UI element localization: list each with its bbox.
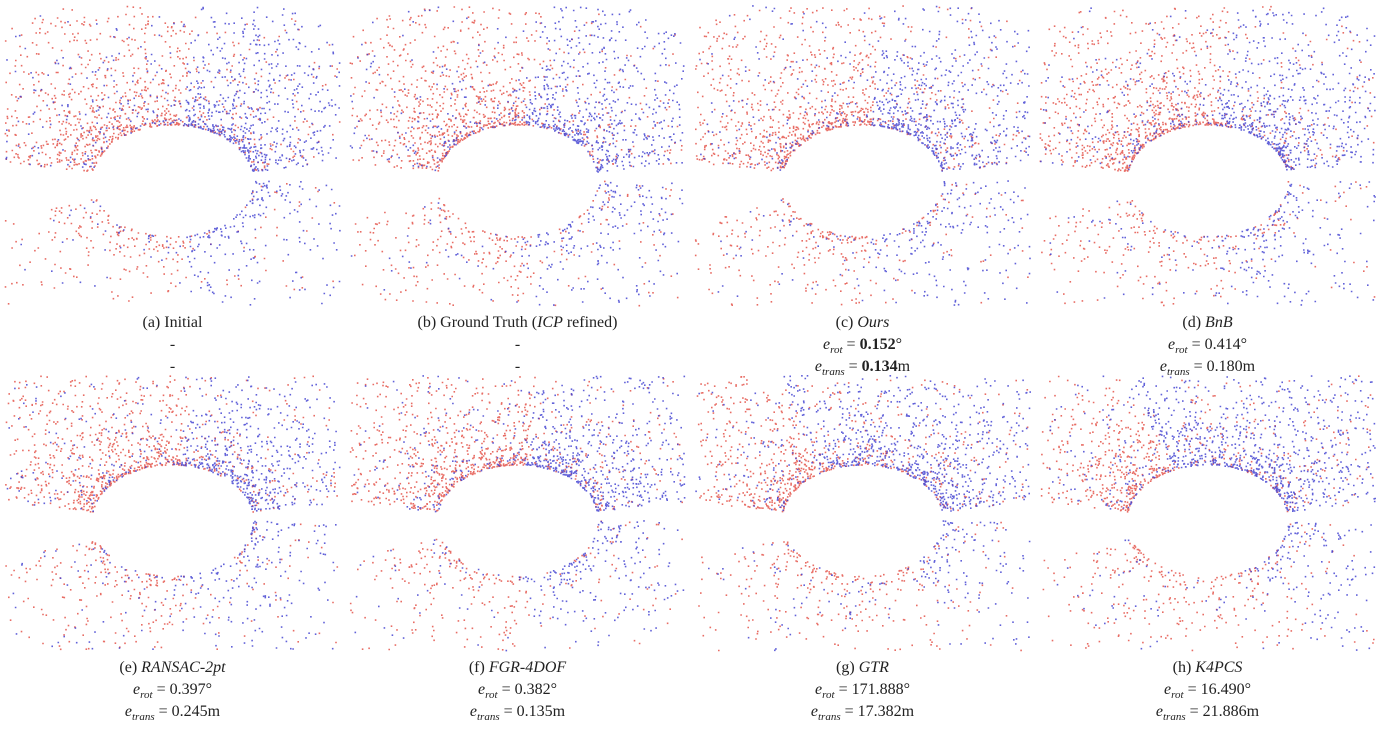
text-segment: °: [896, 336, 902, 353]
text-segment: Ground Truth (: [440, 314, 537, 331]
metric-line: etrans = 0.135m: [345, 701, 690, 728]
text-segment: = 0.135m: [500, 703, 565, 720]
point-cloud: [695, 5, 1029, 306]
text-segment: (c): [836, 314, 858, 331]
point-cloud: [1041, 375, 1375, 651]
text-segment: e: [470, 703, 477, 720]
text-segment: trans: [1167, 366, 1190, 378]
caption: (h) K4PCS: [1035, 657, 1380, 679]
text-segment: refined): [563, 314, 618, 331]
metric-line: etrans = 0.180m: [1035, 356, 1380, 383]
text-segment: RANSAC-2pt: [141, 659, 225, 676]
text-segment: rot: [822, 689, 834, 701]
text-segment: e: [1160, 358, 1167, 375]
figure: (a) Initial - - (b) Ground Truth (ICP refin…: [0, 0, 1381, 746]
text-segment: = 16.490°: [1184, 681, 1251, 698]
text-segment: (e): [119, 659, 141, 676]
text-segment: trans: [1163, 711, 1186, 723]
caption: (e) RANSAC-2pt: [0, 657, 345, 679]
text-segment: = 0.245m: [155, 703, 220, 720]
point-cloud: [354, 375, 686, 651]
caption: (c) Ours: [690, 312, 1035, 334]
text-segment: -: [515, 336, 520, 353]
text-segment: = 171.888°: [835, 681, 910, 698]
point-cloud: [7, 376, 341, 650]
text-segment: = 21.886m: [1186, 703, 1259, 720]
point-cloud: [350, 6, 683, 306]
text-segment: rot: [1171, 689, 1183, 701]
text-segment: rot: [830, 344, 842, 356]
text-segment: (b): [418, 314, 441, 331]
caption: (a) Initial: [0, 312, 345, 334]
text-segment: = 0.414°: [1188, 336, 1247, 353]
point-cloud: [1040, 6, 1376, 306]
text-segment: FGR-4DOF: [489, 659, 566, 676]
text-segment: m: [898, 358, 910, 375]
point-cloud: [1040, 7, 1376, 305]
text-segment: ICP: [537, 314, 563, 331]
text-segment: = 0.397°: [153, 681, 212, 698]
caption: (b) Ground Truth (ICP refined): [345, 312, 690, 334]
text-segment: (d): [1182, 314, 1205, 331]
point-cloud: [5, 7, 340, 306]
text-segment: e: [815, 358, 822, 375]
text-segment: trans: [477, 711, 500, 723]
point-cloud: [5, 375, 338, 650]
text-segment: e: [125, 703, 132, 720]
metric-line: etrans = 0.134m: [690, 356, 1035, 383]
metric-line: -: [345, 356, 690, 378]
metric-line: etrans = 0.245m: [0, 701, 345, 728]
metric-line: etrans = 21.886m: [1035, 701, 1380, 728]
metric-line: -: [0, 356, 345, 378]
point-cloud: [697, 376, 1029, 651]
text-segment: e: [1156, 703, 1163, 720]
text-segment: (f): [469, 659, 489, 676]
text-segment: trans: [132, 711, 155, 723]
text-segment: GTR: [859, 659, 889, 676]
point-cloud: [5, 6, 341, 305]
text-segment: = 17.382m: [841, 703, 914, 720]
text-segment: -: [170, 336, 175, 353]
point-cloud: [695, 375, 1031, 651]
caption: (f) FGR-4DOF: [345, 657, 690, 679]
text-segment: Initial: [164, 314, 202, 331]
text-segment: rot: [1175, 344, 1187, 356]
text-segment: trans: [818, 711, 841, 723]
text-segment: (g): [836, 659, 859, 676]
text-segment: trans: [822, 366, 845, 378]
text-segment: Ours: [857, 314, 889, 331]
metric-line: -: [0, 334, 345, 356]
text-segment: -: [170, 358, 175, 375]
text-segment: 0.134: [862, 358, 898, 375]
text-segment: (a): [143, 314, 165, 331]
metric-line: etrans = 17.382m: [690, 701, 1035, 728]
metric-line: -: [345, 334, 690, 356]
text-segment: K4PCS: [1195, 659, 1242, 676]
caption: (d) BnB: [1035, 312, 1380, 334]
text-segment: -: [515, 358, 520, 375]
text-segment: 0.152: [860, 336, 896, 353]
text-segment: rot: [485, 689, 497, 701]
text-segment: =: [843, 336, 860, 353]
point-cloud: [350, 7, 685, 306]
text-segment: (h): [1173, 659, 1196, 676]
text-segment: = 0.180m: [1190, 358, 1255, 375]
text-segment: = 0.382°: [498, 681, 557, 698]
point-cloud: [1049, 375, 1376, 651]
text-segment: BnB: [1205, 314, 1233, 331]
text-segment: =: [845, 358, 862, 375]
caption: (g) GTR: [690, 657, 1035, 679]
text-segment: rot: [140, 689, 152, 701]
text-segment: e: [811, 703, 818, 720]
